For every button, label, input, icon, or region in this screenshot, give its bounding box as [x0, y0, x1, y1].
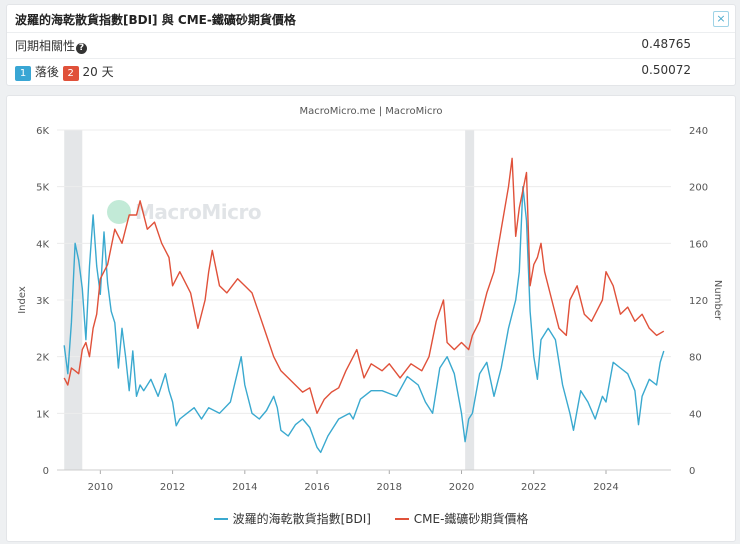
chart-panel: MacroMicro.me | MacroMicro MacroMicro 0 1…	[6, 95, 736, 542]
x-tick-label: 2014	[232, 482, 257, 493]
left-tick-label: 4K	[36, 239, 49, 250]
x-tick-label: 2022	[521, 482, 546, 493]
series-line-bdi	[63, 186, 665, 454]
series-line-iron	[63, 157, 665, 414]
right-tick-label: 200	[689, 183, 708, 194]
legend-item-bdi[interactable]: 波羅的海乾散貨指數[BDI]	[213, 510, 371, 527]
left-tick-label: 5K	[36, 183, 49, 194]
watermark-logo-icon	[107, 200, 131, 224]
divider	[7, 32, 735, 33]
x-tick-label: 2020	[449, 482, 474, 493]
lag-badge-2[interactable]: 2	[62, 66, 79, 81]
chart-source: MacroMicro.me | MacroMicro	[299, 106, 443, 117]
legend-item-iron[interactable]: CME-鐵礦砂期貨價格	[394, 510, 528, 527]
legend-swatch-bdi	[213, 518, 228, 520]
x-tick-label: 2012	[160, 482, 185, 493]
right-tick-label: 80	[689, 353, 702, 364]
help-icon[interactable]: ?	[76, 43, 88, 54]
x-tick-label: 2010	[88, 482, 113, 493]
legend: 波羅的海乾散貨指數[BDI] CME-鐵礦砂期貨價格	[7, 510, 735, 527]
correlation-value: 0.48765	[641, 37, 691, 51]
x-tick-label: 2016	[304, 482, 329, 493]
legend-swatch-iron	[394, 518, 409, 520]
lag-row: 1 落後 2 20 天 0.50072	[15, 63, 691, 81]
divider	[7, 58, 735, 59]
lag-text-2: 20 天	[82, 65, 114, 79]
right-axis-label: Number	[712, 280, 723, 321]
lag-badge-1[interactable]: 1	[15, 66, 31, 81]
left-tick-label: 0	[43, 466, 49, 477]
right-tick-label: 0	[689, 466, 695, 477]
left-axis-label: Index	[17, 286, 28, 314]
left-tick-label: 3K	[36, 296, 49, 307]
chart-title: 波羅的海乾散貨指數[BDI] 與 CME-鐵礦砂期貨價格	[15, 13, 296, 27]
right-tick-label: 120	[689, 296, 708, 307]
left-tick-label: 6K	[36, 126, 49, 137]
watermark: MacroMicro	[107, 200, 262, 224]
correlation-row: 同期相關性? 0.48765	[15, 37, 691, 54]
lag-text-1: 落後	[34, 65, 59, 79]
x-tick-label: 2018	[377, 482, 402, 493]
left-tick-label: 2K	[36, 353, 49, 364]
right-tick-label: 160	[689, 239, 708, 250]
lag-value: 0.50072	[641, 63, 691, 77]
right-tick-label: 40	[689, 409, 702, 420]
info-panel: 波羅的海乾散貨指數[BDI] 與 CME-鐵礦砂期貨價格 × 同期相關性? 0.…	[6, 4, 736, 86]
left-tick-label: 1K	[36, 409, 49, 420]
line-chart: 0 1K 2K 3K 4K 5K 6K 0 40 80 120 160 200 240 2010 2012 20…	[17, 126, 723, 493]
x-tick-label: 2024	[593, 482, 618, 493]
right-tick-label: 240	[689, 126, 708, 137]
correlation-label: 同期相關性	[15, 39, 76, 53]
close-button[interactable]: ×	[713, 11, 729, 27]
